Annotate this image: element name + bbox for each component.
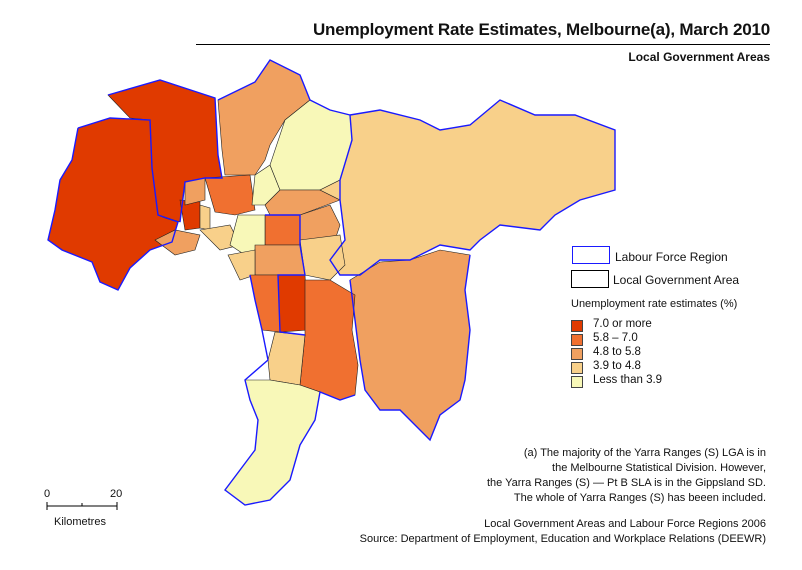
lga-region bbox=[254, 244, 306, 276]
legend-labour-force-swatch bbox=[572, 246, 610, 264]
legend-swatch-4.8-5.8 bbox=[571, 348, 583, 360]
source-line: Local Government Areas and Labour Force … bbox=[484, 518, 766, 530]
lga-region bbox=[267, 331, 306, 386]
lga-region bbox=[349, 249, 471, 441]
scale-unit: Kilometres bbox=[54, 516, 106, 528]
legend-label: 4.8 to 5.8 bbox=[593, 346, 641, 358]
legend-label: 3.9 to 4.8 bbox=[593, 360, 641, 372]
lga-region bbox=[249, 274, 281, 333]
lga-region bbox=[224, 379, 321, 506]
map-title: Unemployment Rate Estimates, Melbourne(a… bbox=[312, 20, 770, 39]
legend-label: Less than 3.9 bbox=[593, 374, 663, 386]
footnote: (a) The majority of the Yarra Ranges (S)… bbox=[487, 446, 766, 506]
source-line: Source: Department of Employment, Educat… bbox=[359, 533, 766, 545]
scale-start: 0 bbox=[44, 488, 51, 500]
legend-swatch-3.9-4.8 bbox=[571, 362, 583, 374]
labour-force-boundary bbox=[265, 214, 306, 336]
legend-swatch-7plus bbox=[571, 320, 583, 332]
legend-label: 7.0 or more bbox=[593, 318, 652, 330]
footnote-line: The whole of Yarra Ranges (S) has beeen … bbox=[513, 492, 766, 504]
labour-force-boundary bbox=[217, 59, 616, 276]
labour-force-boundary bbox=[224, 274, 356, 506]
labour-force-boundary bbox=[349, 254, 471, 442]
legend-heading: Unemployment rate estimates (%) bbox=[571, 298, 738, 310]
labour-force-boundary bbox=[107, 79, 223, 223]
legend-swatch-5.8-7 bbox=[571, 334, 583, 346]
lga-region bbox=[179, 199, 201, 231]
title-rule bbox=[196, 44, 770, 45]
lga-region bbox=[277, 274, 309, 333]
scale-end: 20 bbox=[110, 488, 123, 500]
footnote-line: the Yarra Ranges (S) — Pt B SLA is in th… bbox=[486, 477, 766, 489]
legend-labour-force-label: Labour Force Region bbox=[615, 250, 728, 264]
map-subtitle: Local Government Areas bbox=[628, 50, 770, 64]
footnote-line: the Melbourne Statistical Division. Howe… bbox=[552, 462, 766, 474]
labour-force-boundary bbox=[47, 117, 179, 291]
lga-region bbox=[199, 204, 211, 231]
legend-swatch-lt-3.9 bbox=[571, 376, 583, 388]
source-note: Local Government Areas and Labour Force … bbox=[360, 517, 766, 547]
scale-line bbox=[46, 502, 118, 510]
legend-label: 5.8 – 7.0 bbox=[593, 332, 638, 344]
lga-region bbox=[264, 214, 301, 246]
legend-lga-label: Local Government Area bbox=[613, 273, 740, 287]
footnote-line: (a) The majority of the Yarra Ranges (S)… bbox=[523, 447, 766, 459]
legend-lga-swatch bbox=[571, 270, 609, 288]
lga-region bbox=[299, 279, 359, 401]
lga-region bbox=[204, 174, 256, 216]
lga-region bbox=[154, 229, 201, 256]
lga-region bbox=[319, 99, 616, 276]
